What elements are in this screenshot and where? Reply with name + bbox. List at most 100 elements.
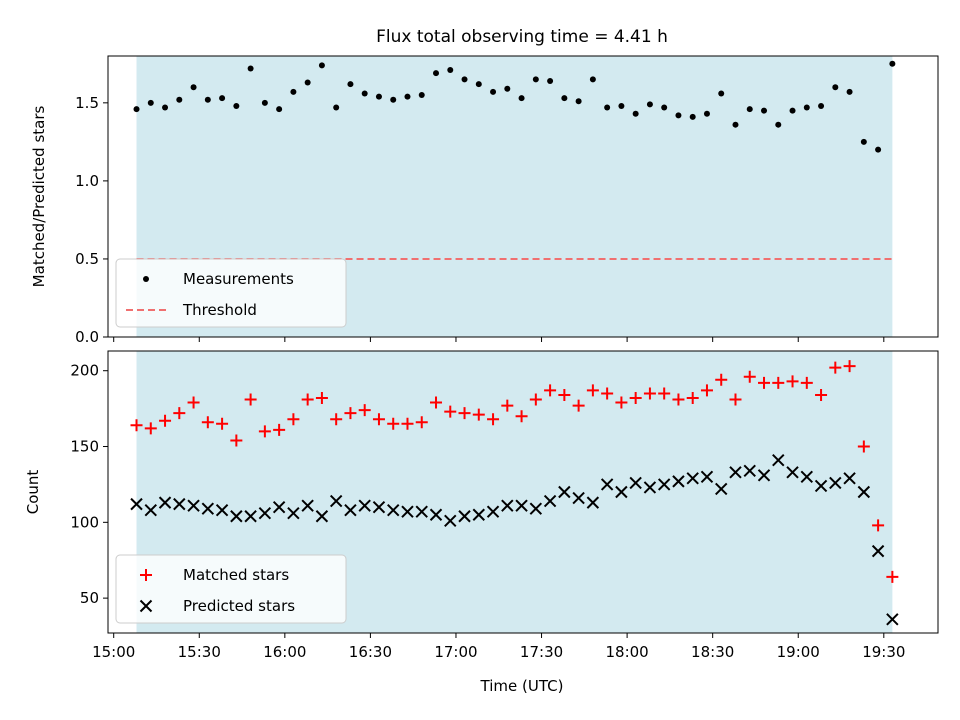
predicted-star-point	[729, 466, 742, 479]
x-tick-label: 18:30	[691, 643, 734, 661]
matched-star-point	[544, 384, 557, 397]
predicted-star-point	[315, 510, 329, 523]
matched-star-point	[658, 387, 671, 400]
measurement-point	[447, 67, 454, 74]
measurement-point	[304, 79, 311, 86]
matched-star-point	[430, 396, 443, 409]
matched-star-point	[301, 393, 314, 406]
x-tick-label: 17:30	[520, 643, 563, 661]
predicted-star-point	[686, 472, 699, 485]
predicted-star-point	[244, 510, 257, 523]
x-tick-label: 15:00	[92, 643, 135, 661]
matched-star-point	[786, 375, 799, 388]
measurement-point	[703, 110, 710, 117]
measurement-point	[176, 96, 183, 103]
predicted-star-point	[301, 499, 314, 512]
predicted-star-point	[287, 507, 300, 520]
measurement-point	[333, 104, 340, 111]
legend-label: Threshold	[182, 301, 257, 319]
matched-star-point	[144, 422, 157, 435]
predicted-star-point	[329, 494, 343, 508]
matched-star-point	[558, 388, 571, 401]
measurement-point	[318, 62, 325, 69]
matched-star-point	[258, 425, 271, 438]
predicted-star-point	[857, 485, 871, 499]
measurement-point	[390, 96, 397, 103]
predicted-star-point	[615, 485, 628, 499]
predicted-star-point	[144, 503, 157, 517]
predicted-star-point	[600, 478, 614, 491]
measurement-point	[604, 104, 611, 111]
y-tick-label: 50	[80, 589, 99, 607]
y-tick-label: 0.5	[75, 250, 99, 268]
measurement-point	[718, 90, 725, 97]
y-tick-label: 200	[70, 362, 99, 380]
matched-star-point	[444, 405, 457, 418]
predicted-star-point	[501, 499, 514, 512]
measurement-point	[589, 76, 596, 83]
legend-box	[115, 554, 347, 624]
matched-star-point	[515, 410, 528, 423]
matched-star-point	[287, 413, 300, 426]
x-axis-label: Time (UTC)	[480, 677, 564, 695]
matched-star-point	[358, 404, 371, 417]
predicted-star-point	[372, 500, 386, 514]
predicted-star-point	[215, 503, 229, 517]
matched-star-point	[586, 384, 599, 397]
matched-star-point	[601, 387, 614, 400]
matched-star-point	[729, 393, 742, 406]
matched-star-point	[686, 392, 699, 404]
measurement-point	[247, 65, 254, 72]
y-axis-label: Matched/Predicted stars	[30, 106, 48, 288]
predicted-star-point	[586, 496, 600, 509]
predicted-star-point	[201, 502, 215, 515]
predicted-star-point	[158, 496, 172, 509]
measurement-point	[532, 76, 539, 83]
measurement-point	[133, 106, 140, 113]
matched-star-point	[772, 376, 785, 389]
y-axis-label: Count	[24, 470, 42, 515]
predicted-star-point	[786, 466, 799, 479]
predicted-star-point	[515, 499, 528, 512]
predicted-star-point	[444, 514, 457, 528]
matched-star-point	[529, 393, 542, 406]
matched-star-point	[230, 434, 243, 447]
matched-star-point	[700, 384, 713, 397]
x-tick-label: 17:00	[434, 643, 477, 661]
measurement-point	[775, 121, 782, 128]
measurement-point	[818, 102, 825, 109]
measurement-point	[689, 113, 696, 120]
legend-label: Predicted stars	[183, 597, 295, 615]
measurement-point	[860, 138, 867, 145]
predicted-star-point	[629, 476, 642, 490]
measurement-point	[646, 101, 653, 108]
matched-star-point	[159, 414, 172, 427]
predicted-star-point	[572, 491, 585, 505]
measurement-point	[290, 88, 297, 95]
predicted-star-point	[700, 470, 714, 484]
matched-star-point	[273, 423, 286, 436]
matched-star-point	[344, 407, 357, 420]
measurement-point	[846, 88, 853, 95]
measurement-point	[375, 93, 382, 100]
plot-frame	[107, 350, 939, 634]
matched-star-point	[187, 396, 200, 409]
matched-star-point	[401, 417, 414, 430]
matched-star-point	[244, 393, 257, 406]
predicted-star-point	[543, 494, 557, 508]
predicted-star-point	[757, 469, 771, 482]
measurement-point	[661, 104, 668, 111]
predicted-star-point	[871, 544, 885, 558]
measurement-point	[732, 121, 739, 128]
matched-star-point	[615, 396, 628, 409]
measurement-point	[219, 95, 226, 102]
measurement-point	[490, 88, 497, 95]
matched-star-point	[458, 407, 471, 420]
count-panel: 50 100 150 200 15:00 15:30 16:00 16:30 17:00 17:3…	[24, 350, 939, 661]
matched-star-point	[815, 388, 828, 401]
predicted-star-point	[272, 500, 286, 514]
matched-star-point	[743, 370, 756, 383]
predicted-star-point	[130, 497, 143, 511]
measurement-point	[190, 84, 197, 91]
